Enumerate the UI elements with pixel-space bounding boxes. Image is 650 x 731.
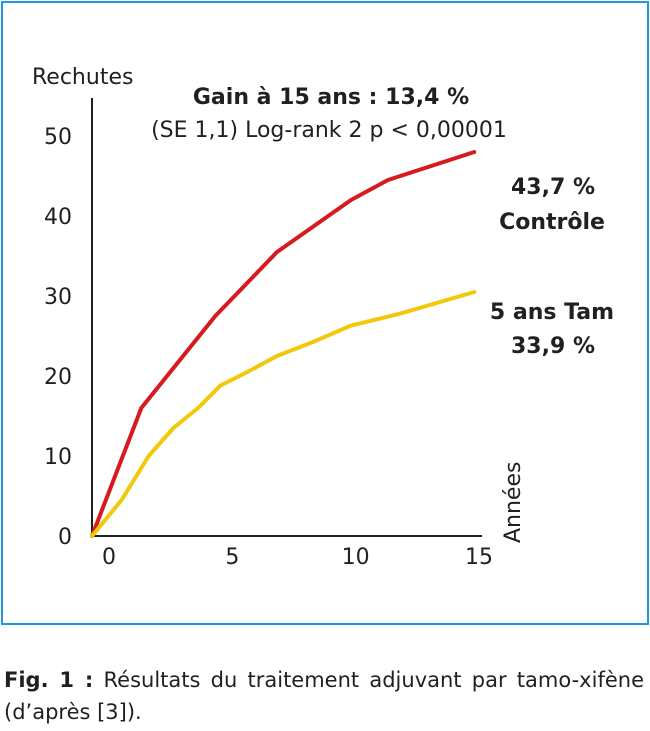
figure-frame <box>1 1 649 625</box>
figure-caption: Fig. 1 : Résultats du traitement adjuvan… <box>4 664 644 728</box>
x-tick-label: 10 <box>342 545 370 570</box>
y-tick-label: 40 <box>44 205 72 230</box>
caption-label: Fig. 1 : <box>4 668 94 692</box>
tam-value-label: 33,9 % <box>511 334 595 359</box>
stats-annotation: (SE 1,1) Log-rank 2 p < 0,00001 <box>151 118 507 143</box>
series-lines <box>90 150 477 538</box>
tam-series-line <box>90 290 477 538</box>
x-tick-labels: 0 5 10 15 <box>102 545 493 570</box>
axes <box>91 98 482 537</box>
x-tick-label: 15 <box>465 545 493 570</box>
y-tick-labels: 0 10 20 30 40 50 <box>44 125 72 550</box>
y-tick-label: 10 <box>44 445 72 470</box>
y-axis-label: Rechutes <box>32 65 133 90</box>
x-tick-label: 5 <box>225 545 239 570</box>
x-tick-label: 0 <box>102 545 116 570</box>
x-axis-label: Années <box>501 462 526 543</box>
gain-annotation: Gain à 15 ans : 13,4 % <box>193 85 469 110</box>
control-value-label: 43,7 % <box>511 175 595 200</box>
control-series-line <box>90 150 477 538</box>
y-tick-label: 30 <box>44 285 72 310</box>
control-series-label: Contrôle <box>499 210 605 235</box>
y-tick-label: 20 <box>44 365 72 390</box>
caption-text: Résultats du traitement adjuvant par tam… <box>4 668 644 724</box>
chart: 0 10 20 30 40 50 0 5 10 15 Rechutes Années Gain … <box>32 65 614 570</box>
y-tick-label: 0 <box>58 525 72 550</box>
y-tick-label: 50 <box>44 125 72 150</box>
tam-series-label: 5 ans Tam <box>490 300 614 325</box>
